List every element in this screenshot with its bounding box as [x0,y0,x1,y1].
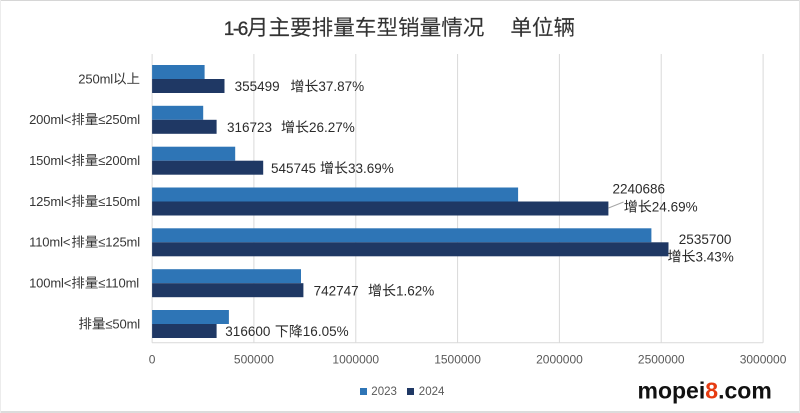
svg-text:742747: 742747 [314,283,359,298]
svg-text:≤250ml: ≤250ml [98,112,140,127]
svg-text:200ml<: 200ml< [29,112,71,127]
svg-text:1-6: 1-6 [224,19,248,40]
svg-text:≤150ml: ≤150ml [98,194,140,209]
svg-text:≤200ml: ≤200ml [98,153,140,168]
svg-text:316600: 316600 [225,324,270,339]
svg-text:24.69%: 24.69% [652,200,698,215]
svg-text:8: 8 [705,378,718,404]
svg-text:355499: 355499 [235,79,280,94]
svg-text:1000000: 1000000 [332,353,379,367]
svg-text:3.43%: 3.43% [696,249,734,264]
svg-text:2500000: 2500000 [638,353,685,367]
svg-text:100ml<: 100ml< [29,276,71,291]
svg-text:0: 0 [149,353,156,367]
svg-text:2024: 2024 [419,386,445,398]
svg-text:316723: 316723 [227,120,272,135]
svg-text:1.62%: 1.62% [396,283,434,298]
svg-text:26.27%: 26.27% [309,120,355,135]
svg-text:.com: .com [718,378,772,404]
svg-text:2240686: 2240686 [613,182,666,197]
svg-text:2535700: 2535700 [679,232,732,247]
svg-text:1500000: 1500000 [434,353,481,367]
svg-text:3000000: 3000000 [740,353,787,367]
svg-text:2000000: 2000000 [536,353,583,367]
svg-text:125ml<: 125ml< [29,194,71,209]
svg-text:mopei: mopei [638,378,706,404]
svg-text:≤125ml: ≤125ml [98,235,140,250]
svg-text:2023: 2023 [371,386,397,398]
svg-text:≤50ml: ≤50ml [105,316,140,331]
svg-text:33.69%: 33.69% [348,161,394,176]
svg-text:500000: 500000 [234,353,274,367]
svg-text:≤110ml: ≤110ml [98,276,139,291]
svg-text:545745: 545745 [271,161,316,176]
svg-text:16.05%: 16.05% [303,324,349,339]
svg-text:110ml<: 110ml< [29,235,70,250]
svg-text:150ml<: 150ml< [29,153,71,168]
svg-text:250ml: 250ml [78,71,113,86]
svg-text:37.87%: 37.87% [318,79,364,94]
